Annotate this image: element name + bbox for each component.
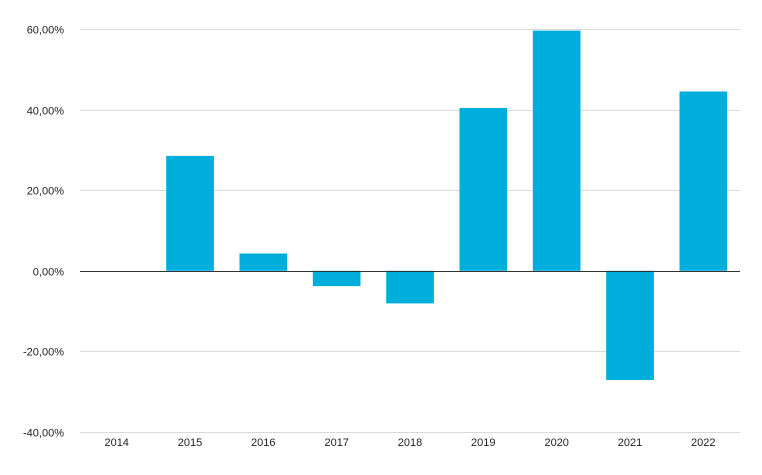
bar-2015 <box>166 155 214 271</box>
x-tick-label: 2017 <box>324 437 348 449</box>
bar-2021 <box>606 270 654 380</box>
x-tick-label: 2020 <box>544 437 568 449</box>
x-tick-label: 2014 <box>104 437 128 449</box>
bar-2022 <box>679 91 728 271</box>
y-tick-label: 60,00% <box>27 25 65 37</box>
bars <box>166 30 728 380</box>
y-axis-ticks: -40,00% -20,00% 0,00% 20,00% 40,00% 60,00% <box>23 25 64 440</box>
x-axis-ticks: 2014 2015 2016 2017 2018 2019 2020 2021 2022 <box>104 437 715 449</box>
bar-2020 <box>532 30 581 271</box>
x-tick-label: 2015 <box>178 437 202 449</box>
x-tick-label: 2021 <box>618 437 642 449</box>
bar-2016 <box>239 253 288 271</box>
y-tick-label: -20,00% <box>23 347 64 359</box>
x-tick-label: 2016 <box>251 437 275 449</box>
y-tick-label: -40,00% <box>23 428 64 440</box>
x-tick-label: 2022 <box>691 437 715 449</box>
x-tick-label: 2019 <box>471 437 495 449</box>
y-tick-label: 20,00% <box>27 186 65 198</box>
bar-2017 <box>312 270 361 287</box>
y-tick-label: 40,00% <box>27 106 65 118</box>
bar-2018 <box>386 270 434 304</box>
x-tick-label: 2018 <box>398 437 422 449</box>
y-tick-label: 0,00% <box>33 267 64 279</box>
bar-2019 <box>459 108 508 271</box>
